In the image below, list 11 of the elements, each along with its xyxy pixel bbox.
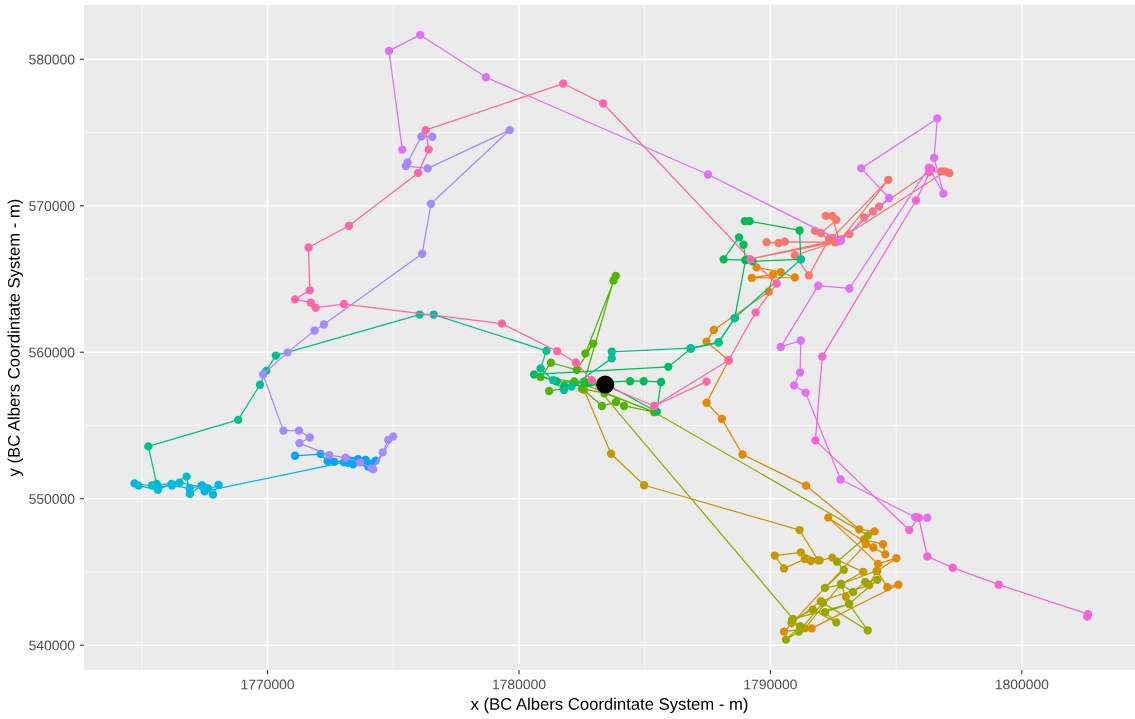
y-tick-label: 550000 bbox=[29, 494, 75, 504]
x-axis-title: x (BC Albers Coordintate System - m) bbox=[470, 697, 748, 714]
x-tick-label: 1780000 bbox=[493, 679, 546, 690]
y-tick-label: 560000 bbox=[29, 347, 75, 358]
y-tick-label: 570000 bbox=[29, 201, 75, 211]
y-tick-label: 540000 bbox=[29, 640, 75, 651]
x-tick-label: 1790000 bbox=[744, 679, 797, 690]
x-tick-label: 1800000 bbox=[995, 679, 1049, 690]
y-tick-label: 580000 bbox=[29, 54, 75, 65]
y-axis-title: y (BC Albers Coordintate System - m) bbox=[7, 199, 24, 477]
x-tick-label: 1770000 bbox=[241, 679, 295, 690]
